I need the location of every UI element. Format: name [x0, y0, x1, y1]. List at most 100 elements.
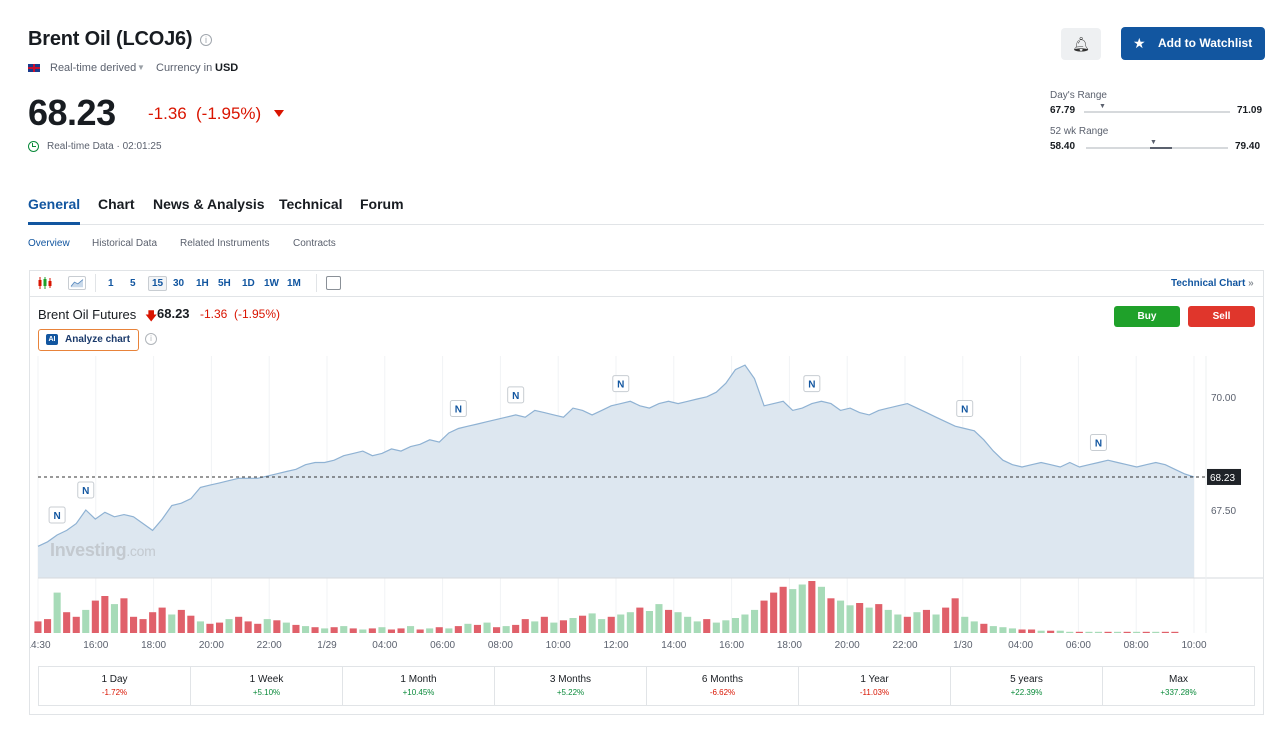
volume-bar — [120, 598, 128, 633]
performance-cell[interactable]: 1 Day -1.72% — [39, 667, 191, 705]
volume-bar — [531, 621, 539, 633]
timeframe-1d[interactable]: 1D — [242, 278, 255, 289]
price-change-percent: (-1.95%) — [196, 104, 262, 123]
volume-bar — [837, 600, 845, 633]
y-tick-label: 67.50 — [1211, 506, 1236, 517]
volume-bar — [139, 619, 147, 633]
volume-bar — [856, 603, 864, 633]
performance-cell[interactable]: 3 Months +5.22% — [495, 667, 647, 705]
x-tick-label: 1/29 — [317, 640, 337, 651]
price-line — [37, 364, 1195, 547]
tab-general[interactable]: General — [28, 196, 81, 212]
timeframe-30[interactable]: 30 — [173, 278, 185, 289]
performance-cell[interactable]: 5 years +22.39% — [951, 667, 1103, 705]
performance-period: Max — [1169, 674, 1188, 685]
news-marker-label: N — [455, 404, 462, 415]
performance-period: 1 Day — [101, 674, 128, 685]
subtab-historical-data[interactable]: Historical Data — [92, 238, 158, 249]
news-marker — [449, 399, 467, 417]
clock-icon — [28, 141, 39, 152]
x-tick-label: 16:00 — [83, 640, 108, 651]
volume-bar — [779, 586, 787, 633]
technical-chart-link[interactable]: Technical Chart » — [1171, 278, 1254, 289]
tab-forum[interactable]: Forum — [360, 196, 404, 212]
performance-period: 6 Months — [701, 674, 744, 685]
tab-chart[interactable]: Chart — [98, 196, 135, 212]
performance-cell[interactable]: 1 Week +5.10% — [191, 667, 343, 705]
info-icon[interactable]: i — [200, 34, 212, 46]
volume-bar — [177, 609, 185, 633]
volume-bar — [225, 619, 233, 633]
volume-bar — [579, 615, 587, 633]
volume-bar — [559, 620, 567, 633]
volume-bar — [1075, 631, 1083, 633]
performance-cell[interactable]: Max +337.28% — [1103, 667, 1254, 705]
realtime-derived-selector[interactable]: Real-time derived — [50, 62, 137, 74]
volume-bar — [1104, 631, 1112, 633]
sell-button[interactable]: Sell — [1188, 306, 1255, 327]
timeframe-1m[interactable]: 1M — [287, 278, 301, 289]
performance-period: 1 Month — [400, 674, 437, 685]
x-tick-label: 06:00 — [430, 640, 455, 651]
performance-change: +5.22% — [556, 688, 585, 697]
days-range-low: 67.79 — [1050, 105, 1076, 116]
x-tick-label: 10:00 — [546, 640, 571, 651]
timeframe-5[interactable]: 5 — [130, 278, 136, 289]
candlestick-chart-icon[interactable] — [37, 277, 53, 289]
timeframe-5h[interactable]: 5H — [218, 278, 231, 289]
volume-bar — [44, 619, 52, 633]
volume-bar — [617, 614, 625, 633]
x-tick-label: 20:00 — [199, 640, 224, 651]
volume-bar — [626, 612, 634, 633]
instrument-change: -1.36 — [200, 307, 228, 321]
volume-bar — [884, 609, 892, 633]
tab-news-analysis[interactable]: News & Analysis — [153, 196, 265, 212]
calendar-icon[interactable] — [326, 276, 341, 290]
performance-cell[interactable]: 1 Year -11.03% — [799, 667, 951, 705]
volume-bar — [865, 607, 873, 633]
add-to-watchlist-button[interactable]: Add to Watchlist — [1121, 27, 1265, 60]
volume-bar — [254, 623, 262, 633]
info-icon[interactable]: i — [145, 333, 157, 345]
tab-technical[interactable]: Technical — [279, 196, 343, 212]
timeframe-1w[interactable]: 1W — [264, 278, 279, 289]
volume-bar — [722, 620, 730, 633]
x-tick-label: 12:00 — [603, 640, 628, 651]
volume-bar — [712, 622, 720, 633]
volume-bar — [1142, 631, 1150, 633]
volume-bar — [82, 609, 90, 633]
timeframe-15[interactable]: 15 — [148, 276, 168, 291]
volume-bar — [598, 619, 606, 633]
performance-period: 1 Week — [249, 674, 284, 685]
x-tick-label: 20:00 — [835, 640, 860, 651]
volume-bar — [91, 600, 99, 633]
timeframe-1h[interactable]: 1H — [196, 278, 209, 289]
price-chart[interactable]: 68.23 70.00 67.50 14:30 16:00 18:00 20:00 22:00… — [30, 356, 1263, 656]
performance-change: -11.03% — [859, 688, 890, 697]
area-chart-icon[interactable] — [68, 276, 86, 290]
volume-bar — [1094, 631, 1102, 633]
volume-bar — [521, 619, 529, 633]
subtab-related-instruments[interactable]: Related Instruments — [180, 238, 270, 249]
52wk-range-low: 58.40 — [1050, 141, 1076, 152]
subtab-contracts[interactable]: Contracts — [293, 238, 336, 249]
performance-cell[interactable]: 6 Months -6.62% — [647, 667, 799, 705]
news-marker-label: N — [82, 486, 89, 497]
watchlist-label: Add to Watchlist — [1158, 36, 1253, 50]
subtab-overview[interactable]: Overview — [28, 238, 70, 249]
analyze-chart-button[interactable]: Analyze chart — [38, 329, 139, 351]
volume-bar — [961, 616, 969, 633]
news-marker — [507, 386, 525, 404]
chevron-down-icon[interactable]: ▼ — [137, 63, 145, 72]
x-tick-label: 04:00 — [1008, 640, 1033, 651]
buy-button[interactable]: Buy — [1114, 306, 1180, 327]
volume-bar — [693, 621, 701, 633]
timeframe-1[interactable]: 1 — [108, 278, 114, 289]
news-marker — [956, 399, 974, 417]
volume-bar — [703, 619, 711, 633]
price-alert-button[interactable]: 🔔︎ — [1061, 28, 1101, 60]
down-arrow-icon — [274, 110, 284, 117]
performance-cell[interactable]: 1 Month +10.45% — [343, 667, 495, 705]
x-tick-label: 18:00 — [777, 640, 802, 651]
volume-bar — [368, 628, 376, 633]
